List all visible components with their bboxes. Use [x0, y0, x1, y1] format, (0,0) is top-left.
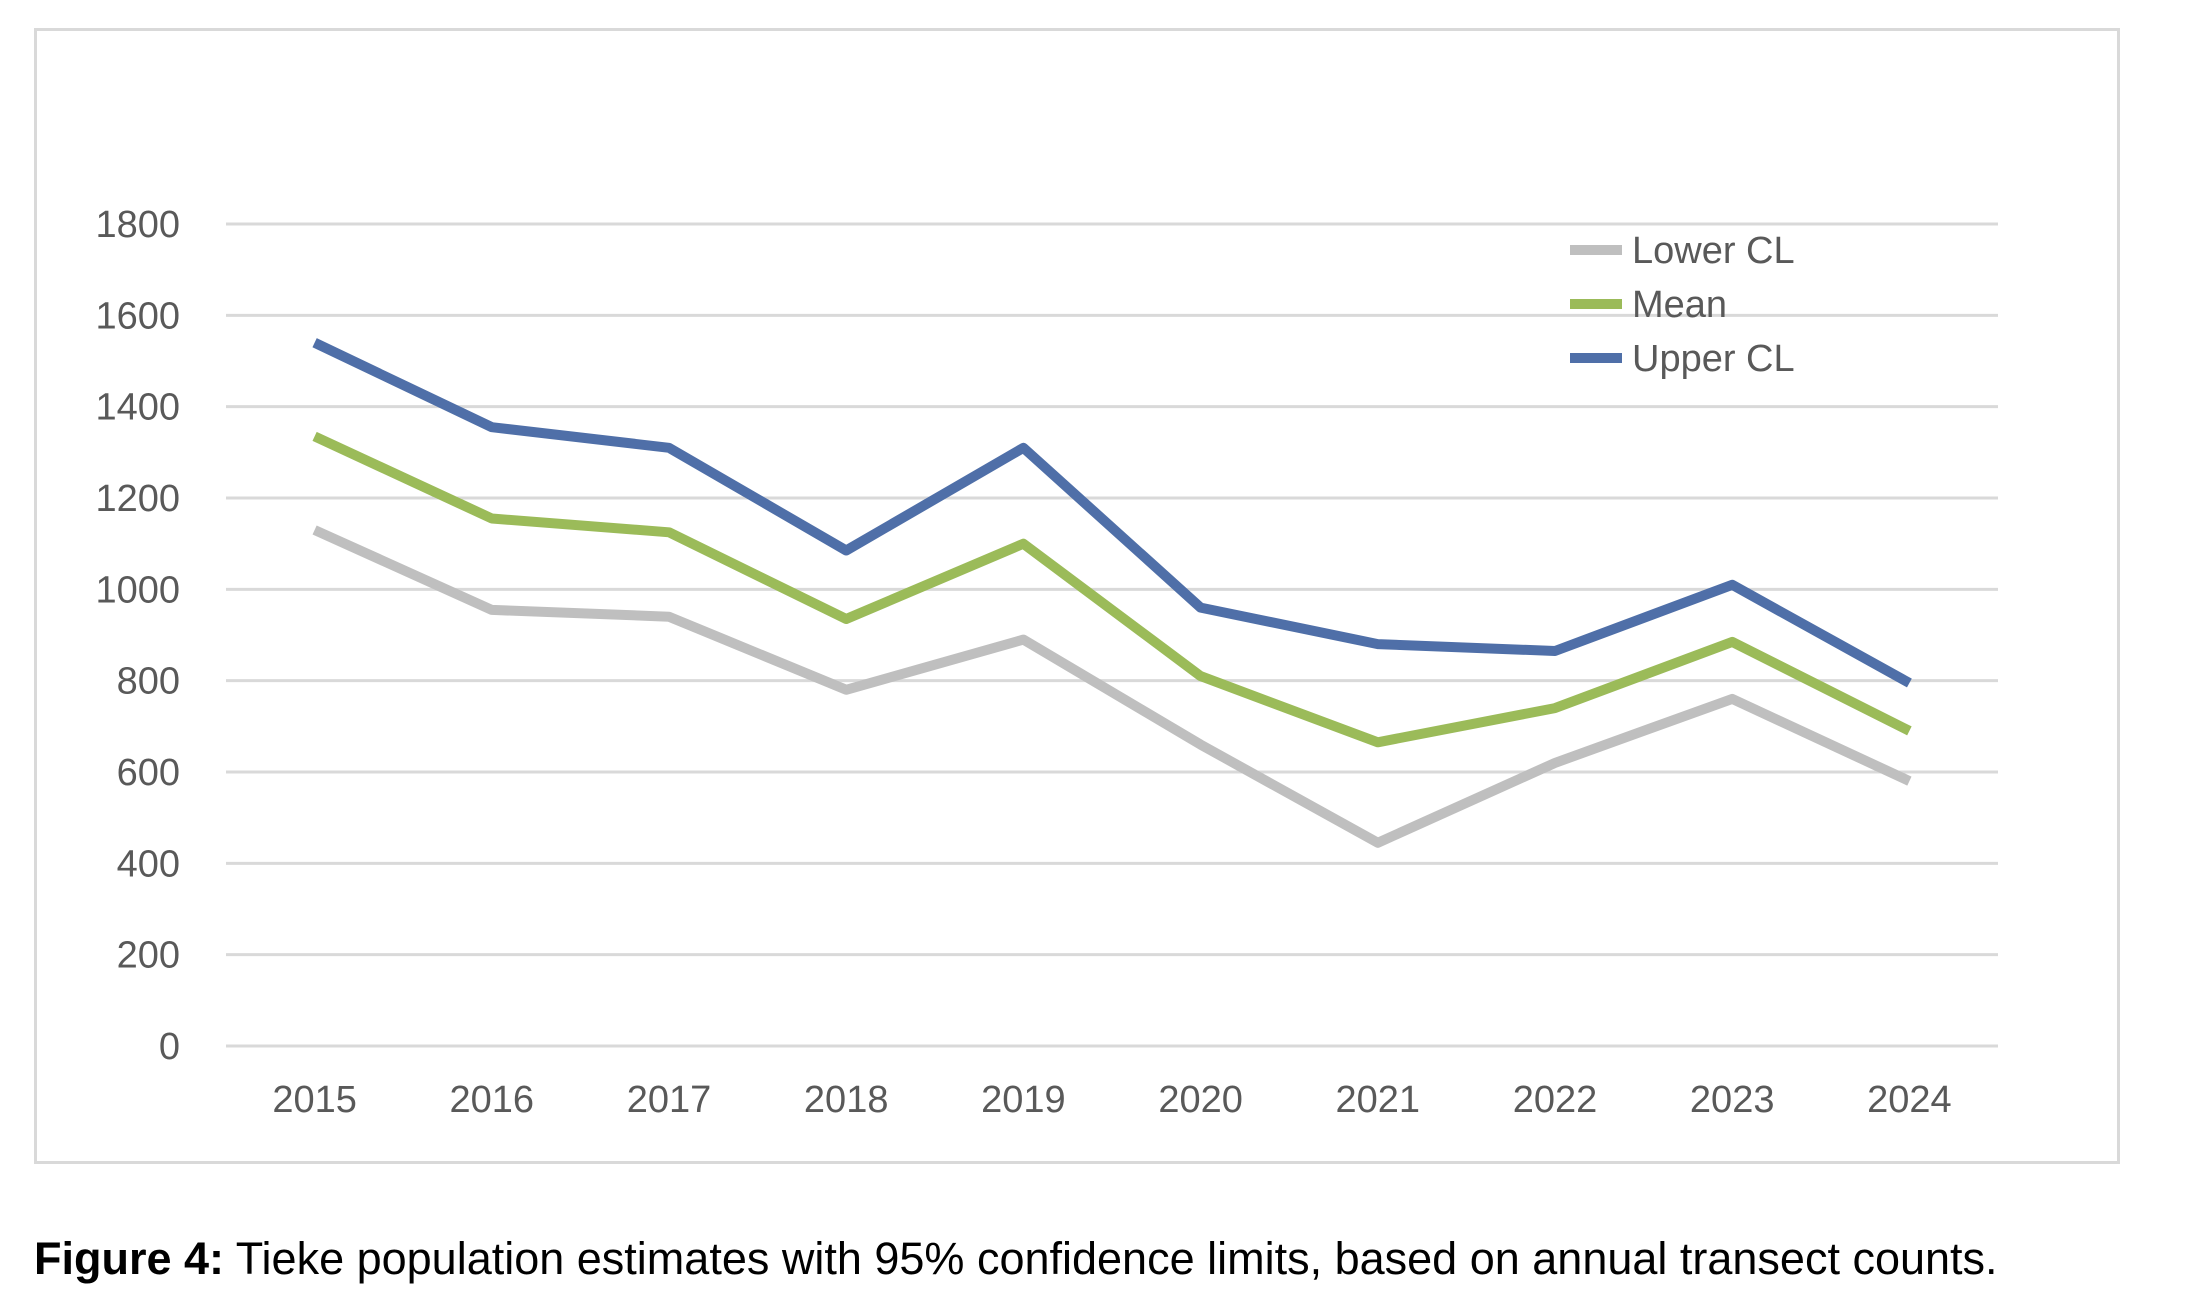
y-tick-label-400: 400 — [117, 843, 180, 885]
y-tick-label-600: 600 — [117, 752, 180, 794]
x-tick-label-2019: 2019 — [981, 1079, 1066, 1121]
y-axis-tick-labels: 0 200 400 600 800 1000 1200 1400 1600 1800 — [95, 204, 180, 1068]
legend-label-mean: Mean — [1632, 284, 1727, 326]
y-tick-label-1000: 1000 — [95, 569, 180, 611]
figure-caption-label: Figure 4: — [34, 1233, 225, 1284]
y-tick-label-1600: 1600 — [95, 295, 180, 337]
y-tick-label-800: 800 — [117, 661, 180, 703]
x-tick-label-2024: 2024 — [1867, 1079, 1952, 1121]
series-lines — [312, 338, 1912, 848]
x-tick-label-2023: 2023 — [1690, 1079, 1775, 1121]
x-tick-label-2018: 2018 — [804, 1079, 889, 1121]
x-tick-label-2017: 2017 — [627, 1079, 712, 1121]
x-tick-label-2022: 2022 — [1513, 1079, 1598, 1121]
y-tick-label-1200: 1200 — [95, 478, 180, 520]
y-tick-label-1400: 1400 — [95, 387, 180, 429]
y-tick-label-0: 0 — [159, 1026, 180, 1068]
x-tick-label-2021: 2021 — [1336, 1079, 1421, 1121]
legend-label-upper-cl: Upper CL — [1632, 338, 1795, 380]
legend: Lower CL Mean Upper CL — [1570, 230, 1795, 380]
chart-frame — [34, 28, 2120, 1164]
x-axis-tick-labels: 2015 2016 2017 2018 2019 2020 2021 2022 2023 2024 — [272, 1079, 1951, 1121]
series-line-upper-cl — [312, 338, 1912, 688]
x-tick-label-2015: 2015 — [272, 1079, 357, 1121]
x-tick-label-2020: 2020 — [1158, 1079, 1243, 1121]
y-tick-label-200: 200 — [117, 935, 180, 977]
x-tick-label-2016: 2016 — [450, 1079, 535, 1121]
series-line-mean — [312, 431, 1912, 748]
legend-label-lower-cl: Lower CL — [1632, 230, 1795, 272]
series-line-lower-cl — [312, 525, 1912, 848]
figure-caption-text: Tieke population estimates with 95% conf… — [224, 1233, 1998, 1284]
figure-caption: Figure 4: Tieke population estimates wit… — [34, 1236, 1998, 1281]
gridlines — [226, 222, 1998, 1048]
y-tick-label-1800: 1800 — [95, 204, 180, 246]
